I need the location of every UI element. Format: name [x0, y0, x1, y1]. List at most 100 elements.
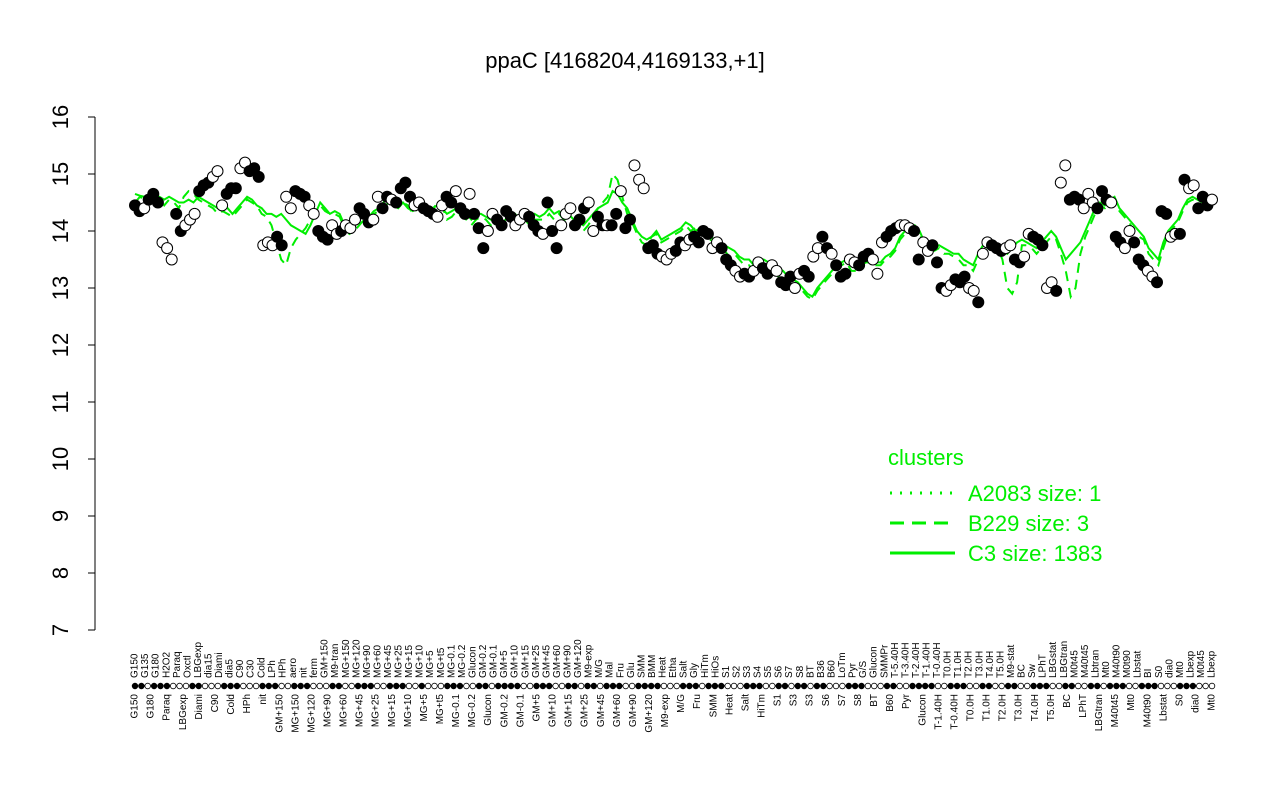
sample-marker [762, 682, 770, 690]
sample-marker [565, 682, 572, 690]
x-tick-label-top: S4 [753, 665, 764, 678]
sample-marker [1138, 682, 1146, 690]
x-tick-label-top: T-5.40H [890, 642, 901, 678]
sample-marker [890, 682, 897, 690]
data-point [468, 207, 481, 220]
x-tick-label-bottom: Paraq [162, 694, 173, 721]
sample-marker [597, 682, 604, 690]
x-tick-label-bottom: T5.0H [1046, 694, 1057, 721]
sample-marker [157, 682, 164, 690]
data-point [449, 185, 462, 198]
sample-marker [1081, 682, 1088, 690]
sample-marker [1062, 682, 1069, 690]
legend-label-b229: B229 size: 3 [968, 511, 1089, 536]
x-tick-label-bottom: Mt0 [1126, 694, 1137, 711]
x-tick-label-bottom: MG+60 [339, 694, 350, 728]
data-point [211, 165, 224, 178]
x-tick-label-bottom: GM+90 [628, 694, 639, 728]
x-tick-label-bottom: S1 [773, 694, 784, 707]
data-point [908, 225, 921, 237]
x-tick-label-top: M40t90 [1112, 644, 1123, 678]
sample-marker [1043, 682, 1050, 690]
sample-marker [648, 682, 655, 690]
y-tick-label: 7 [48, 624, 73, 636]
data-point [830, 259, 843, 272]
sample-marker [992, 682, 999, 690]
sample-marker [399, 682, 406, 690]
data-point [802, 270, 815, 283]
x-tick-label-top: M0t45 [1196, 650, 1207, 678]
x-tick-label-top: T-3.40H [900, 642, 911, 678]
data-point [229, 182, 242, 195]
data-point [1091, 202, 1104, 215]
sample-marker [953, 682, 961, 690]
sample-marker [354, 682, 362, 690]
sample-marker [131, 682, 139, 690]
sample-marker [616, 682, 623, 690]
sample-marker [1036, 682, 1044, 690]
x-tick-label-top: MG+t5 [436, 647, 447, 678]
x-tick-label-top: T-0.40H [932, 642, 943, 678]
data-point [376, 202, 389, 215]
legend-label-c3: C3 size: 1383 [968, 541, 1103, 566]
sample-marker [138, 682, 145, 690]
x-tick-label-top: MG+15 [404, 644, 415, 678]
x-tick-label-top: C30 [246, 659, 257, 678]
sample-marker [813, 682, 821, 690]
sample-marker [781, 682, 789, 690]
sample-marker [208, 682, 215, 690]
data-point [284, 202, 297, 215]
x-tick-label-bottom: Lbstat [1158, 694, 1169, 721]
sample-marker [1011, 682, 1018, 690]
sample-marker [858, 682, 865, 690]
data-point [926, 239, 939, 252]
data-point [445, 196, 458, 209]
x-tick-label-top: Etha [668, 657, 679, 678]
y-tick-label: 13 [48, 276, 73, 300]
data-point [839, 267, 852, 280]
x-tick-label-top: Gly [689, 663, 700, 678]
x-tick-label-top: G135 [140, 653, 151, 678]
x-tick-label-bottom: MG-0.2 [467, 694, 478, 728]
sample-marker [220, 682, 228, 690]
x-tick-label-top: H2O2 [161, 651, 172, 678]
x-tick-label-bottom: S0 [1175, 694, 1186, 707]
sample-marker [526, 682, 534, 690]
sample-marker [1023, 682, 1031, 690]
x-tick-label-top: aero [288, 658, 299, 678]
x-tick-label-top: GM+120 [573, 639, 584, 678]
data-point [1118, 242, 1131, 255]
x-tick-label-bottom: nit [258, 694, 269, 705]
x-tick-label-bottom: GM+15 [564, 694, 575, 728]
sample-marker [1189, 682, 1197, 690]
x-tick-label-top: GM+45 [541, 644, 552, 678]
sample-marker [189, 682, 196, 690]
sample-marker [769, 682, 776, 690]
x-tick-label-top: T1.0H [953, 651, 964, 678]
x-tick-label-bottom: MG+45 [355, 694, 366, 728]
x-tick-label-top: S6 [774, 665, 785, 678]
x-tick-label-top: T5.0H [995, 651, 1006, 678]
x-tick-label-top: S2 [732, 665, 743, 678]
data-point [555, 219, 568, 232]
x-tick-label-top: MG+45 [383, 644, 394, 678]
x-tick-label-top: LBGexp [193, 641, 204, 678]
x-tick-label-top: GM+60 [552, 644, 563, 678]
data-point [1105, 196, 1118, 209]
x-tick-label-bottom: T4.0H [1030, 694, 1041, 721]
sample-marker [673, 682, 680, 690]
x-tick-label-top: Pyr [848, 662, 859, 678]
legend-label-a2083: A2083 size: 1 [968, 481, 1101, 506]
x-tick-label-bottom: M/G [676, 694, 687, 713]
sample-marker [654, 682, 661, 690]
data-point [605, 219, 618, 232]
sample-marker [973, 682, 980, 690]
x-tick-label-top: GM+5 [499, 650, 510, 678]
x-tick-label-top: T0.0H [943, 651, 954, 678]
x-tick-label-bottom: T3.0H [1014, 694, 1025, 721]
data-point [307, 207, 320, 220]
legend: clusters A2083 size: 1 B229 size: 3 C3 s… [888, 445, 1103, 566]
sample-marker [915, 682, 923, 690]
data-point [871, 267, 884, 280]
sample-marker [877, 682, 884, 690]
